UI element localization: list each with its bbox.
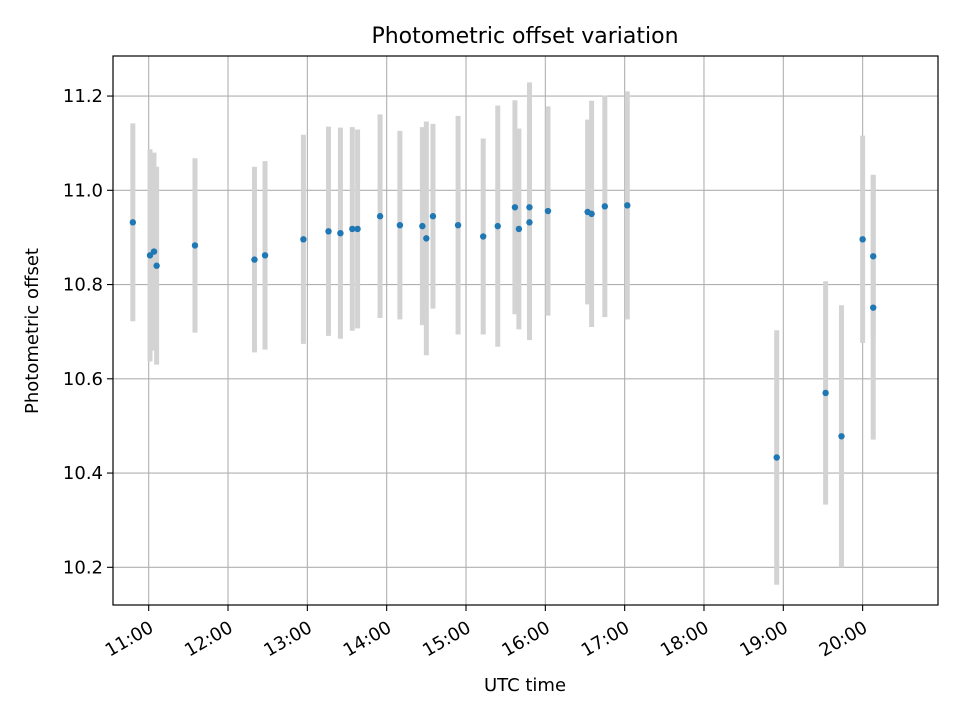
data-point xyxy=(376,213,384,220)
data-point xyxy=(511,204,519,211)
data-point xyxy=(300,236,307,243)
data-point xyxy=(479,233,487,240)
data-point xyxy=(153,262,160,269)
grid-layer xyxy=(113,56,938,605)
data-point xyxy=(454,221,462,229)
data-point xyxy=(601,203,609,210)
data-point xyxy=(515,225,523,233)
data-point xyxy=(822,389,829,397)
data-point xyxy=(526,204,533,211)
data-point xyxy=(129,219,137,226)
data-point xyxy=(870,304,877,311)
data-point xyxy=(423,235,430,242)
data-point xyxy=(773,454,780,461)
data-point xyxy=(544,207,552,215)
data-point xyxy=(261,252,269,259)
data-point xyxy=(396,221,404,229)
y-tick-label: 11.2 xyxy=(63,86,103,107)
data-point xyxy=(624,202,631,209)
data-point xyxy=(429,213,437,220)
data-point xyxy=(150,248,158,255)
data-point xyxy=(859,236,866,243)
y-tick-label: 10.2 xyxy=(63,557,103,578)
data-point xyxy=(354,225,361,233)
y-tick-label: 11.0 xyxy=(63,180,103,201)
data-point xyxy=(337,229,344,237)
y-tick-label: 10.6 xyxy=(63,369,103,390)
y-tick-label: 10.4 xyxy=(63,463,103,484)
point-layer xyxy=(129,202,877,461)
data-point xyxy=(494,222,501,230)
data-point xyxy=(349,225,356,233)
data-point xyxy=(146,252,154,259)
data-point xyxy=(325,228,332,235)
data-point xyxy=(588,210,595,218)
data-point xyxy=(870,253,877,260)
y-tick-label: 10.8 xyxy=(63,275,103,296)
x-axis-label: UTC time xyxy=(484,675,566,696)
data-point xyxy=(251,256,258,263)
chart-title: Photometric offset variation xyxy=(371,24,678,49)
data-point xyxy=(526,219,533,226)
data-point xyxy=(838,433,845,440)
y-axis-label: Photometric offset xyxy=(22,248,43,414)
plot-frame xyxy=(112,55,939,606)
data-point xyxy=(419,222,426,230)
data-point xyxy=(191,242,199,249)
